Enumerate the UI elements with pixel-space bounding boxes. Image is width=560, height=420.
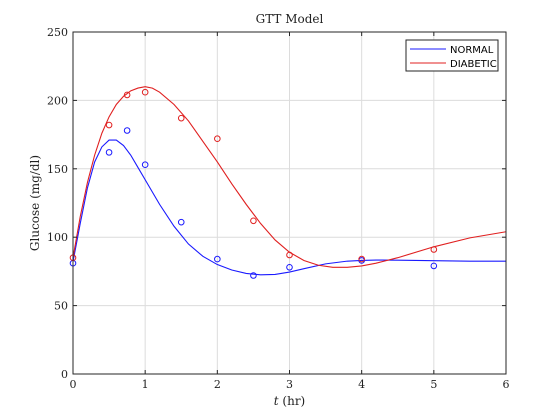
point-normal (123, 127, 131, 134)
point-diabetic (286, 251, 293, 259)
x-axis-variable: t (274, 394, 279, 408)
curve-diabetic (72, 86, 507, 268)
point-normal (286, 263, 293, 271)
legend-box (405, 39, 499, 72)
chart-title: GTT Model (256, 12, 324, 26)
point-diabetic (250, 217, 257, 225)
data-points (69, 88, 438, 279)
point-normal (250, 272, 257, 279)
legend: NORMAL DIABETIC (405, 39, 499, 72)
y-ticks: 0 50 100 150 200 250 (47, 26, 506, 381)
x-axis-title: t (hr) (274, 394, 305, 408)
point-diabetic (358, 255, 365, 263)
y-tick-label: 50 (54, 300, 68, 313)
point-normal (214, 255, 221, 263)
point-normal (430, 262, 438, 270)
point-normal (105, 149, 113, 156)
point-diabetic (105, 121, 113, 129)
y-tick-label: 0 (61, 368, 68, 381)
y-tick-label: 150 (47, 163, 68, 176)
legend-label-normal: NORMAL (450, 45, 494, 56)
x-tick-label: 0 (70, 378, 77, 391)
x-tick-label: 5 (430, 378, 437, 391)
x-axis-unit: (hr) (282, 394, 305, 408)
x-tick-label: 4 (358, 378, 365, 391)
point-normal (177, 218, 185, 226)
point-diabetic (123, 91, 131, 99)
y-tick-label: 200 (47, 94, 68, 107)
point-diabetic (177, 114, 185, 122)
x-tick-label: 3 (286, 378, 293, 391)
point-diabetic (214, 135, 221, 143)
y-tick-label: 250 (47, 26, 68, 39)
x-tick-label: 1 (142, 378, 149, 391)
x-tick-label: 2 (214, 378, 221, 391)
point-normal (141, 161, 149, 168)
x-ticks: 0 1 2 3 4 5 6 (70, 32, 510, 391)
y-tick-label: 100 (47, 231, 68, 244)
point-diabetic (430, 246, 438, 253)
x-tick-label: 6 (503, 378, 510, 391)
legend-label-diabetic: DIABETIC (450, 59, 497, 70)
point-diabetic (141, 88, 149, 96)
y-axis-title: Glucose (mg/dl) (28, 155, 42, 251)
